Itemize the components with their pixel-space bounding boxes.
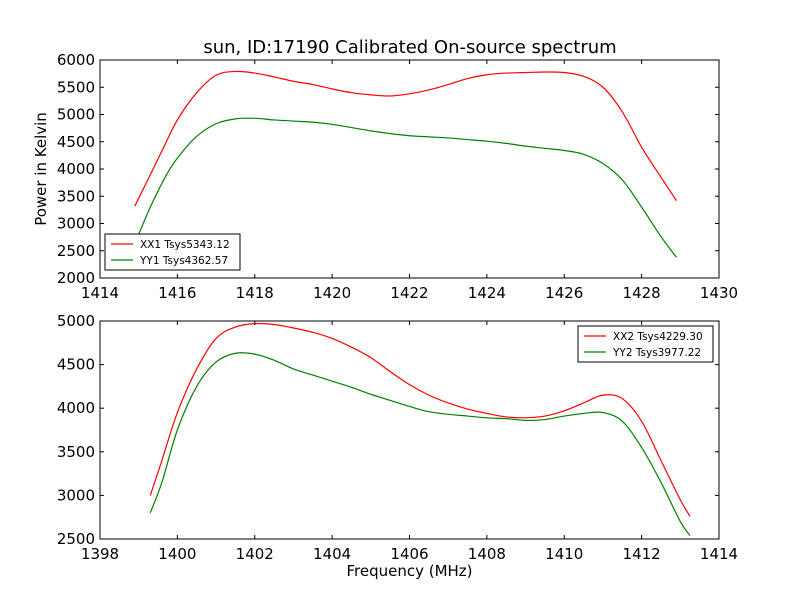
legend: XX2 Tsys4229.30 YY2 Tsys3977.22 — [577, 325, 714, 363]
legend-label: XX1 Tsys5343.12 — [140, 239, 230, 251]
x-tick-label: 1404 — [313, 545, 351, 563]
x-tick-label: 1426 — [545, 284, 583, 302]
x-tick-label: 1410 — [545, 545, 583, 563]
subplot-1: 1414 1416 1418 1420 1422 1424 1426 1428 1430 2000… — [32, 51, 738, 302]
y-tick-label: 3500 — [57, 443, 95, 461]
y-tick-label: 4000 — [57, 160, 95, 178]
series-line-xx-2 — [149, 322, 691, 517]
y-tick-label: 2500 — [57, 530, 95, 548]
x-tick-label: 1412 — [623, 545, 661, 563]
x-tick-label: 1416 — [158, 284, 196, 302]
chart-title: sun, ID:17190 Calibrated On-source spect… — [203, 37, 616, 58]
y-tick-label: 3000 — [57, 215, 95, 233]
x-tick-label: 1398 — [81, 545, 119, 563]
x-tick-label: 1408 — [468, 545, 506, 563]
y-tick-label: 5500 — [57, 78, 95, 96]
x-tick-label: 1414 — [700, 545, 738, 563]
legend-label: XX2 Tsys4229.30 — [613, 331, 703, 343]
y-tick-label: 5000 — [57, 106, 95, 124]
legend: XX1 Tsys5343.12 YY1 Tsys4362.57 — [104, 233, 241, 271]
series-group — [149, 322, 691, 536]
y-tick-label: 6000 — [57, 51, 95, 69]
series-group — [134, 70, 677, 258]
plots: 1414 1416 1418 1420 1422 1424 1426 1428 1430 2000… — [32, 51, 738, 580]
legend-box — [104, 233, 241, 271]
x-tick-label: 1424 — [468, 284, 506, 302]
x-tick-label: 1414 — [81, 284, 119, 302]
x-tick-label: 1430 — [700, 284, 738, 302]
x-tick-label: 1406 — [390, 545, 428, 563]
y-tick-label: 2000 — [57, 269, 95, 287]
series-line-xx-1 — [134, 70, 677, 207]
y-tick-label: 4500 — [57, 133, 95, 151]
x-tick-label: 1422 — [390, 284, 428, 302]
x-tick-label: 1428 — [623, 284, 661, 302]
legend-box — [577, 325, 714, 363]
subplot-2: 1398 1400 1402 1404 1406 1408 1410 1412 1414 2500… — [57, 312, 738, 580]
x-axis-label: Frequency (MHz) — [346, 562, 472, 580]
y-tick-label: 5000 — [57, 312, 95, 330]
x-tick-label: 1402 — [236, 545, 274, 563]
y-tick-label: 4500 — [57, 356, 95, 374]
series-line-yy-1 — [138, 117, 677, 258]
x-tick-label: 1400 — [158, 545, 196, 563]
x-tick-label: 1420 — [313, 284, 351, 302]
series-line-yy-2 — [149, 352, 691, 536]
legend-label: YY1 Tsys4362.57 — [139, 255, 228, 267]
x-tick-label: 1418 — [236, 284, 274, 302]
y-tick-label: 3500 — [57, 187, 95, 205]
y-tick-label: 4000 — [57, 399, 95, 417]
y-tick-label: 3000 — [57, 486, 95, 504]
y-axis-label: Power in Kelvin — [32, 112, 50, 226]
legend-label: YY2 Tsys3977.22 — [612, 347, 701, 359]
y-tick-label: 2500 — [57, 242, 95, 260]
